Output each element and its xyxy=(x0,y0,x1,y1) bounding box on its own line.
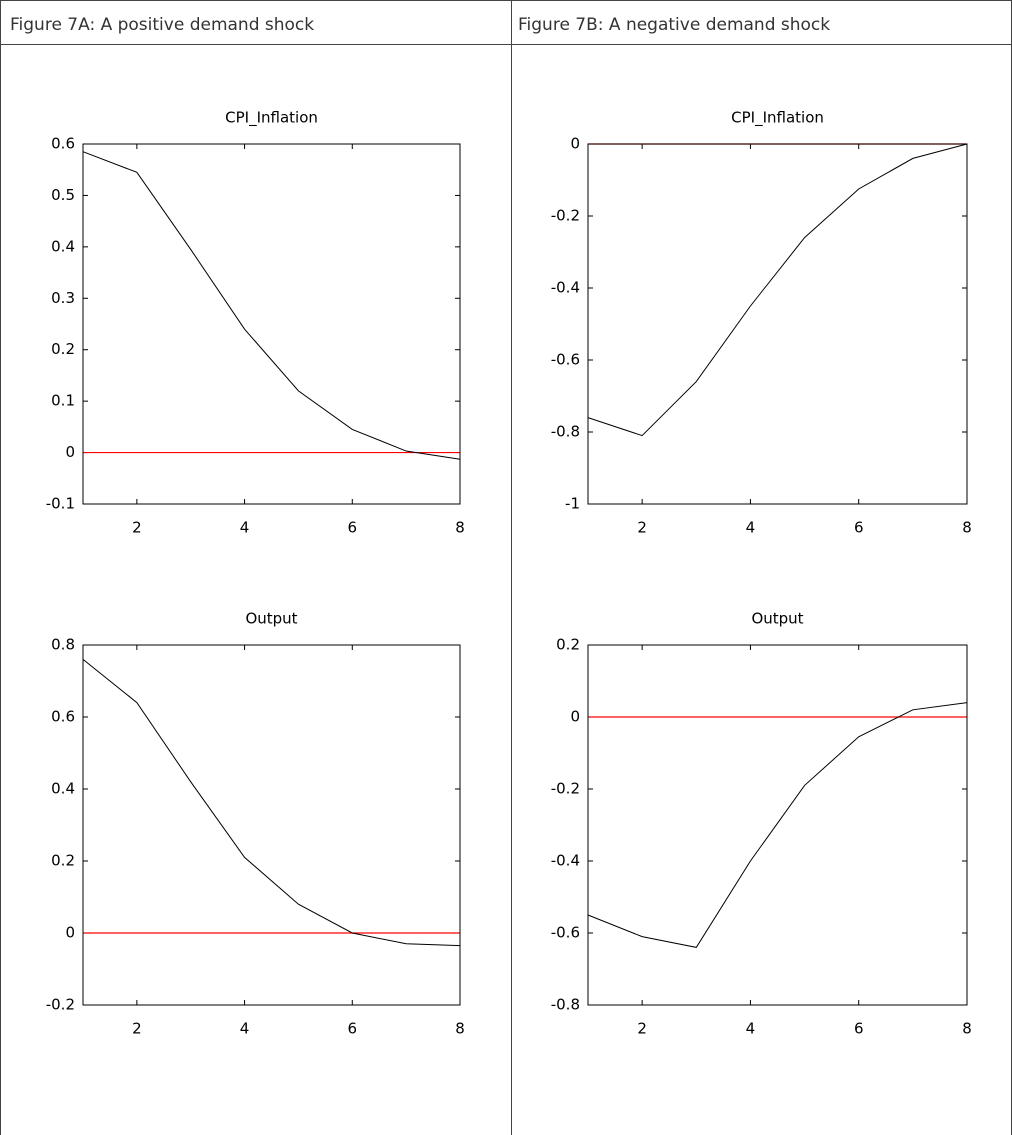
y-tick-label: -0.8 xyxy=(551,996,580,1014)
data-line xyxy=(82,659,461,947)
y-tick-label: 0.2 xyxy=(51,852,75,870)
y-tick-label: -0.8 xyxy=(551,423,580,441)
panel-caption: Figure 7B: A negative demand shock xyxy=(518,15,830,35)
y-tick-label: 0.4 xyxy=(51,237,75,255)
x-tick-label: 4 xyxy=(240,519,250,537)
y-tick-label: 0.3 xyxy=(51,289,75,307)
y-tick-label: 0.1 xyxy=(51,392,75,410)
y-tick-label: -0.1 xyxy=(46,495,75,513)
y-tick-label: -0.4 xyxy=(551,279,580,297)
x-tick-label: 8 xyxy=(455,1020,465,1038)
chart-title: Output xyxy=(751,610,803,628)
y-tick-label: -0.6 xyxy=(551,351,580,369)
plot-frame xyxy=(82,143,461,505)
x-tick-label: 2 xyxy=(637,519,647,537)
y-tick-label: 0.2 xyxy=(51,340,75,358)
data-line xyxy=(82,151,461,460)
y-tick-label: -0.2 xyxy=(551,780,580,798)
y-tick-label: -0.2 xyxy=(551,207,580,225)
y-tick-label: 0 xyxy=(65,924,75,942)
x-tick-label: 8 xyxy=(455,519,465,537)
x-tick-label: 4 xyxy=(746,519,756,537)
y-tick-label: -0.4 xyxy=(551,852,580,870)
y-tick-label: -0.2 xyxy=(46,996,75,1014)
plot-frame xyxy=(587,143,968,505)
x-tick-label: 6 xyxy=(348,1020,358,1038)
data-line xyxy=(587,702,968,948)
chart-title: CPI_Inflation xyxy=(731,109,824,128)
x-tick-label: 8 xyxy=(962,1020,972,1038)
y-tick-label: 0.4 xyxy=(51,780,75,798)
chart-title: CPI_Inflation xyxy=(225,109,318,128)
y-tick-label: 0.2 xyxy=(556,636,580,654)
y-tick-label: 0.6 xyxy=(51,708,75,726)
y-tick-label: 0 xyxy=(570,135,580,153)
x-tick-label: 2 xyxy=(637,1020,647,1038)
y-tick-label: -0.6 xyxy=(551,924,580,942)
y-tick-label: 0.6 xyxy=(51,135,75,153)
y-tick-label: 0 xyxy=(570,708,580,726)
x-tick-label: 6 xyxy=(854,519,864,537)
x-tick-label: 6 xyxy=(348,519,358,537)
x-tick-label: 4 xyxy=(240,1020,250,1038)
y-tick-label: 0.5 xyxy=(51,186,75,204)
x-tick-label: 6 xyxy=(854,1020,864,1038)
y-tick-label: -1 xyxy=(565,495,580,513)
x-tick-label: 8 xyxy=(962,519,972,537)
y-tick-label: 0.8 xyxy=(51,636,75,654)
x-tick-label: 4 xyxy=(746,1020,756,1038)
plot-frame xyxy=(82,644,461,1006)
x-tick-label: 2 xyxy=(132,519,142,537)
y-tick-label: 0 xyxy=(65,443,75,461)
panel-caption: Figure 7A: A positive demand shock xyxy=(10,15,314,35)
data-line xyxy=(587,143,968,437)
x-tick-label: 2 xyxy=(132,1020,142,1038)
chart-title: Output xyxy=(245,610,297,628)
plot-frame xyxy=(587,644,968,1006)
